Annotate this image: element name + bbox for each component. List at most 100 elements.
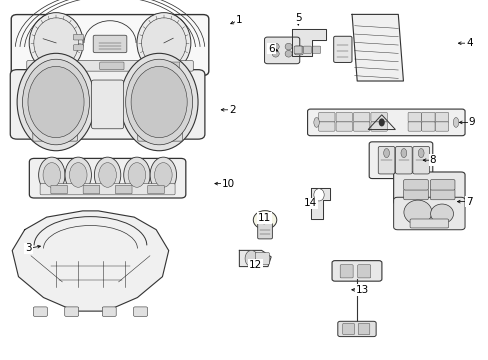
Ellipse shape bbox=[65, 157, 91, 193]
FancyBboxPatch shape bbox=[170, 130, 182, 141]
FancyBboxPatch shape bbox=[64, 307, 79, 316]
FancyBboxPatch shape bbox=[73, 45, 83, 50]
FancyBboxPatch shape bbox=[93, 35, 126, 53]
FancyBboxPatch shape bbox=[33, 307, 47, 316]
FancyBboxPatch shape bbox=[303, 46, 311, 53]
FancyBboxPatch shape bbox=[357, 324, 369, 335]
Ellipse shape bbox=[94, 157, 121, 193]
Polygon shape bbox=[292, 29, 325, 56]
Text: 12: 12 bbox=[248, 260, 262, 270]
Ellipse shape bbox=[137, 13, 190, 73]
Ellipse shape bbox=[142, 18, 186, 68]
FancyBboxPatch shape bbox=[91, 80, 123, 129]
FancyBboxPatch shape bbox=[378, 147, 394, 174]
FancyBboxPatch shape bbox=[335, 113, 352, 122]
FancyBboxPatch shape bbox=[257, 223, 272, 239]
Ellipse shape bbox=[22, 59, 89, 145]
FancyBboxPatch shape bbox=[11, 14, 208, 76]
Ellipse shape bbox=[378, 118, 384, 126]
Ellipse shape bbox=[285, 43, 291, 50]
Text: 3: 3 bbox=[25, 243, 32, 253]
Ellipse shape bbox=[150, 157, 176, 193]
FancyBboxPatch shape bbox=[335, 122, 352, 131]
FancyBboxPatch shape bbox=[333, 36, 351, 62]
Ellipse shape bbox=[154, 163, 172, 187]
FancyBboxPatch shape bbox=[353, 122, 369, 131]
FancyBboxPatch shape bbox=[155, 62, 180, 70]
FancyBboxPatch shape bbox=[312, 46, 320, 53]
FancyBboxPatch shape bbox=[393, 172, 464, 204]
FancyBboxPatch shape bbox=[138, 130, 149, 141]
Text: 7: 7 bbox=[465, 197, 472, 207]
Polygon shape bbox=[351, 14, 403, 81]
FancyBboxPatch shape bbox=[429, 189, 454, 200]
FancyBboxPatch shape bbox=[100, 62, 124, 70]
Ellipse shape bbox=[403, 200, 431, 224]
Ellipse shape bbox=[272, 50, 279, 57]
Ellipse shape bbox=[28, 66, 84, 138]
FancyBboxPatch shape bbox=[403, 180, 427, 190]
Ellipse shape bbox=[417, 149, 423, 158]
Text: 13: 13 bbox=[355, 285, 369, 295]
FancyBboxPatch shape bbox=[294, 46, 303, 55]
FancyBboxPatch shape bbox=[407, 122, 421, 131]
FancyBboxPatch shape bbox=[102, 307, 116, 316]
Polygon shape bbox=[239, 251, 270, 266]
Ellipse shape bbox=[29, 13, 83, 73]
FancyBboxPatch shape bbox=[340, 265, 352, 278]
FancyBboxPatch shape bbox=[409, 219, 447, 228]
FancyBboxPatch shape bbox=[434, 113, 448, 122]
Ellipse shape bbox=[313, 189, 324, 201]
Text: 6: 6 bbox=[267, 44, 274, 54]
Ellipse shape bbox=[383, 149, 388, 158]
FancyBboxPatch shape bbox=[393, 197, 464, 230]
Ellipse shape bbox=[285, 50, 291, 57]
FancyBboxPatch shape bbox=[337, 321, 375, 337]
Ellipse shape bbox=[17, 53, 95, 151]
FancyBboxPatch shape bbox=[318, 113, 334, 122]
FancyBboxPatch shape bbox=[33, 130, 45, 141]
FancyBboxPatch shape bbox=[434, 122, 448, 131]
Text: 9: 9 bbox=[468, 117, 474, 127]
Ellipse shape bbox=[452, 117, 458, 127]
FancyBboxPatch shape bbox=[342, 324, 354, 335]
FancyBboxPatch shape bbox=[429, 180, 454, 190]
Text: 2: 2 bbox=[228, 105, 235, 115]
FancyBboxPatch shape bbox=[73, 34, 83, 40]
FancyBboxPatch shape bbox=[318, 122, 334, 131]
Text: 14: 14 bbox=[303, 198, 317, 208]
Ellipse shape bbox=[43, 163, 61, 187]
Ellipse shape bbox=[69, 163, 87, 187]
Text: 8: 8 bbox=[428, 155, 435, 165]
FancyBboxPatch shape bbox=[51, 185, 67, 194]
Ellipse shape bbox=[34, 18, 78, 68]
Polygon shape bbox=[310, 188, 329, 219]
FancyBboxPatch shape bbox=[331, 261, 381, 281]
FancyBboxPatch shape bbox=[357, 265, 370, 278]
Ellipse shape bbox=[272, 43, 279, 50]
Ellipse shape bbox=[313, 117, 319, 127]
Ellipse shape bbox=[244, 251, 257, 266]
FancyBboxPatch shape bbox=[395, 147, 411, 174]
Ellipse shape bbox=[120, 53, 198, 151]
Ellipse shape bbox=[430, 204, 452, 224]
Ellipse shape bbox=[400, 149, 406, 158]
FancyBboxPatch shape bbox=[307, 109, 464, 136]
Ellipse shape bbox=[123, 157, 150, 193]
FancyBboxPatch shape bbox=[83, 185, 100, 194]
FancyBboxPatch shape bbox=[65, 130, 77, 141]
Text: 1: 1 bbox=[236, 15, 243, 25]
FancyBboxPatch shape bbox=[421, 122, 434, 131]
FancyBboxPatch shape bbox=[44, 62, 68, 70]
FancyBboxPatch shape bbox=[412, 147, 428, 174]
FancyBboxPatch shape bbox=[403, 189, 427, 200]
FancyBboxPatch shape bbox=[10, 70, 204, 139]
FancyBboxPatch shape bbox=[27, 60, 193, 71]
FancyBboxPatch shape bbox=[115, 185, 132, 194]
Text: 10: 10 bbox=[222, 179, 235, 189]
Ellipse shape bbox=[131, 66, 187, 138]
FancyBboxPatch shape bbox=[370, 122, 386, 131]
FancyBboxPatch shape bbox=[368, 142, 432, 179]
FancyBboxPatch shape bbox=[407, 113, 421, 122]
Ellipse shape bbox=[253, 211, 276, 229]
